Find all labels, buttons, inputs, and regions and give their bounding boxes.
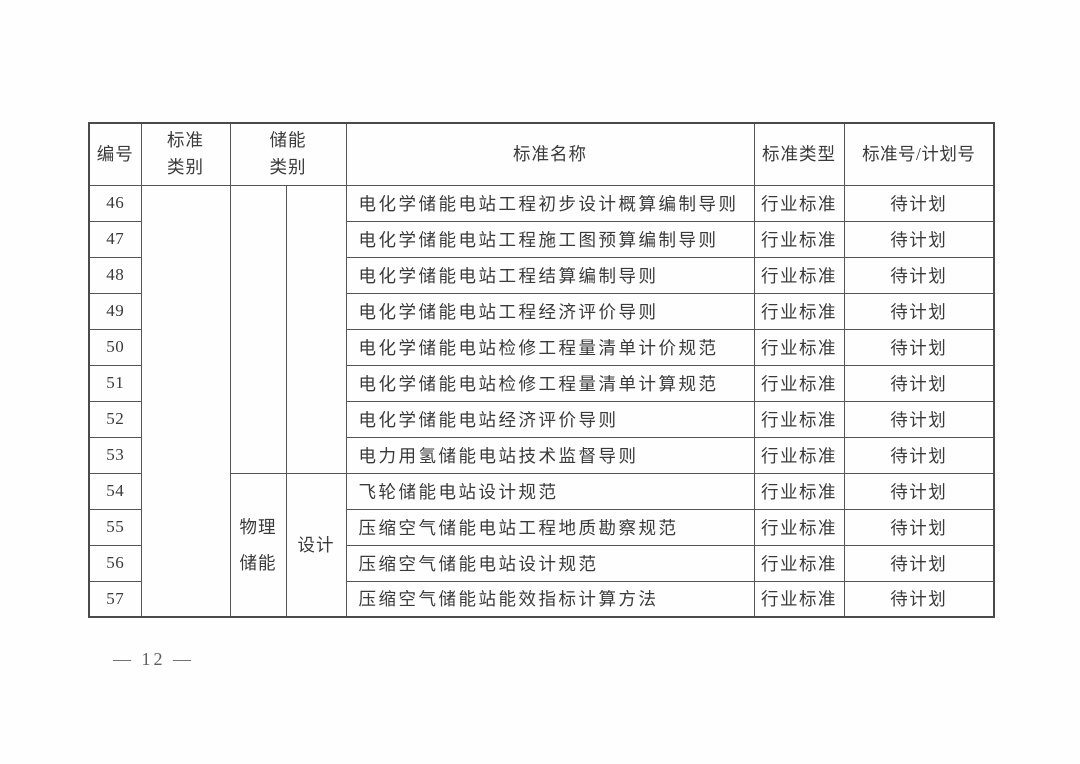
row-no-cell: 54: [88, 472, 142, 510]
plan-no-cell: 待计划: [843, 436, 995, 474]
standard-type-cell: 行业标准: [753, 544, 845, 582]
column-header-standard-name: 标准名称: [345, 122, 755, 186]
standards-table: 编号 标准 类别 储能 类别 标准名称 标准类型 标准号/计划号 46: [88, 122, 995, 618]
standard-type-cell: 行业标准: [753, 472, 845, 510]
physical-storage-line1: 物理: [239, 516, 277, 537]
plan-no-cell: 待计划: [843, 220, 995, 258]
row-no-cell: 52: [88, 400, 142, 438]
table-row: 53 电力用氢储能电站技术监督导则 行业标准 待计划: [88, 436, 995, 474]
standard-name-cell: 电化学储能电站检修工程量清单计价规范: [345, 328, 755, 366]
row-no-cell: 56: [88, 544, 142, 582]
std-category-line1: 标准: [167, 130, 204, 151]
table-row: 49 电化学储能电站工程经济评价导则 行业标准 待计划: [88, 292, 995, 330]
standard-type-cell: 行业标准: [753, 400, 845, 438]
row-no-cell: 53: [88, 436, 142, 474]
standard-name-cell: 压缩空气储能电站工程地质勘察规范: [345, 508, 755, 546]
row-no-cell: 47: [88, 220, 142, 258]
plan-no-cell: 待计划: [843, 292, 995, 330]
standard-name-cell: 电力用氢储能电站技术监督导则: [345, 436, 755, 474]
standard-name-cell: 电化学储能电站经济评价导则: [345, 400, 755, 438]
plan-no-cell: 待计划: [843, 256, 995, 294]
storage-category-line1: 储能: [269, 130, 307, 151]
row-no-cell: 49: [88, 292, 142, 330]
standard-name-cell: 压缩空气储能电站设计规范: [345, 544, 755, 582]
standard-type-cell: 行业标准: [753, 364, 845, 402]
design-merged-cell: 设计: [285, 472, 347, 618]
column-header-plan-no: 标准号/计划号: [843, 122, 995, 186]
storage-sub2-merged-cell: [285, 184, 347, 474]
row-no-cell: 46: [88, 184, 142, 222]
table-row: 57 压缩空气储能站能效指标计算方法 行业标准 待计划: [88, 580, 995, 618]
standard-type-cell: 行业标准: [753, 184, 845, 222]
standard-type-cell: 行业标准: [753, 436, 845, 474]
standard-name-cell: 电化学储能电站工程施工图预算编制导则: [345, 220, 755, 258]
plan-no-cell: 待计划: [843, 508, 995, 546]
standard-type-cell: 行业标准: [753, 580, 845, 618]
standard-name-cell: 飞轮储能电站设计规范: [345, 472, 755, 510]
table-row: 47 电化学储能电站工程施工图预算编制导则 行业标准 待计划: [88, 220, 995, 258]
std-category-merged-cell: [140, 184, 231, 618]
table-row: 52 电化学储能电站经济评价导则 行业标准 待计划: [88, 400, 995, 438]
plan-no-cell: 待计划: [843, 472, 995, 510]
standard-type-cell: 行业标准: [753, 220, 845, 258]
column-header-standard-type: 标准类型: [753, 122, 845, 186]
table-row: 46 电化学储能电站工程初步设计概算编制导则 行业标准 待计划: [88, 184, 995, 618]
row-no-cell: 55: [88, 508, 142, 546]
standard-name-cell: 电化学储能电站工程初步设计概算编制导则: [345, 184, 755, 222]
standard-type-cell: 行业标准: [753, 328, 845, 366]
storage-sub1-merged-cell: [229, 184, 287, 474]
row-no-cell: 51: [88, 364, 142, 402]
plan-no-cell: 待计划: [843, 364, 995, 402]
table-header-row: 编号 标准 类别 储能 类别 标准名称 标准类型 标准号/计划号: [88, 122, 995, 186]
plan-no-cell: 待计划: [843, 184, 995, 222]
physical-storage-merged-cell: 物理 储能: [229, 472, 287, 618]
plan-no-cell: 待计划: [843, 328, 995, 366]
column-header-no: 编号: [88, 122, 142, 186]
standard-type-cell: 行业标准: [753, 292, 845, 330]
row-no-cell: 50: [88, 328, 142, 366]
plan-no-cell: 待计划: [843, 580, 995, 618]
column-header-std-category: 标准 类别: [140, 122, 231, 186]
standard-type-cell: 行业标准: [753, 508, 845, 546]
plan-no-cell: 待计划: [843, 544, 995, 582]
storage-category-line2: 类别: [269, 157, 307, 178]
table-row: 50 电化学储能电站检修工程量清单计价规范 行业标准 待计划: [88, 328, 995, 366]
standard-name-cell: 压缩空气储能站能效指标计算方法: [345, 580, 755, 618]
page-number: — 12 —: [113, 649, 194, 669]
table-row: 48 电化学储能电站工程结算编制导则 行业标准 待计划: [88, 256, 995, 294]
row-no-cell: 57: [88, 580, 142, 618]
standard-type-cell: 行业标准: [753, 256, 845, 294]
std-category-line2: 类别: [167, 157, 204, 178]
table-row: 56 压缩空气储能电站设计规范 行业标准 待计划: [88, 544, 995, 582]
column-header-storage-category: 储能 类别: [229, 122, 347, 186]
standard-name-cell: 电化学储能电站工程经济评价导则: [345, 292, 755, 330]
physical-storage-line2: 储能: [239, 552, 277, 573]
standard-name-cell: 电化学储能电站检修工程量清单计算规范: [345, 364, 755, 402]
row-no-cell: 48: [88, 256, 142, 294]
standard-name-cell: 电化学储能电站工程结算编制导则: [345, 256, 755, 294]
plan-no-cell: 待计划: [843, 400, 995, 438]
table-row: 54 物理 储能 设计 飞轮储能电站设计规范 行业标准 待计划: [88, 472, 995, 618]
